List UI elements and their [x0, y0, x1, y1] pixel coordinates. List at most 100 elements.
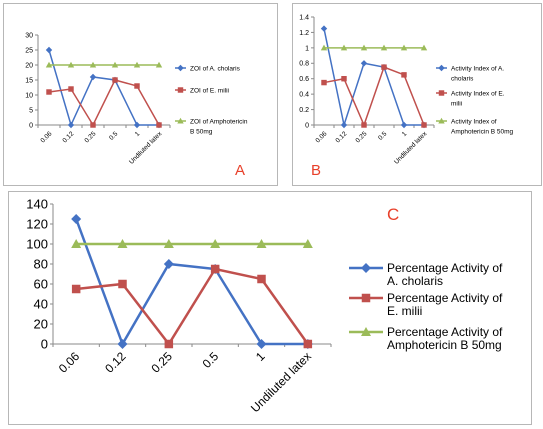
chart-c-data-point: [117, 339, 128, 349]
chart-b-legend-label-1: Activity Index of E. milii: [451, 90, 505, 107]
chart-b-data-point: [320, 25, 328, 32]
chart-c-data-point: [117, 239, 128, 248]
chart-a-data-point: [156, 122, 162, 128]
chart-b-data-point: [320, 44, 328, 51]
chart-b-ytick-label: 0: [305, 122, 309, 129]
chart-c-legend-marker-0: [361, 263, 371, 273]
chart-c-series-line-0: [74, 218, 308, 347]
chart-b-data-point: [381, 64, 387, 70]
chart-b-data-point: [380, 44, 388, 51]
chart-panel-c: 0 20 40 60 80 100 120 140 0.06 0.12 0.25 0.5 1 Undilu…: [8, 191, 532, 425]
chart-b-data-point: [340, 44, 348, 51]
chart-a-ytick-label: 20: [25, 62, 33, 69]
chart-c-ytick-label: 20: [34, 317, 48, 332]
chart-a-data-point: [112, 77, 118, 83]
chart-b-legend-marker-0: [438, 64, 445, 72]
chart-a-series-line-0: [48, 49, 159, 128]
chart-c-data-point: [256, 339, 267, 349]
chart-a-xtick-label: 1: [134, 130, 142, 138]
chart-b-svg: 00.20.40.60.811.21.40.06 0.12 0.25 0.5 1Undi…: [299, 14, 514, 166]
panel-letter-a: A: [235, 162, 246, 179]
chart-a-data-point: [134, 83, 140, 89]
panel-letter-c: C: [387, 205, 400, 224]
chart-a-data-point: [89, 73, 97, 81]
chart-a-ytick-label: 30: [25, 32, 33, 39]
chart-a-series-line-1: [48, 79, 160, 127]
chart-c-series-line-1: [76, 267, 309, 347]
chart-a-legend-label-0: ZOI of A. cholaris: [190, 65, 241, 72]
chart-a-data-point: [133, 121, 141, 129]
chart-b-xtick-label: 0.25: [355, 130, 369, 144]
chart-b-data-point: [360, 60, 368, 67]
chart-c-data-point: [256, 239, 267, 248]
chart-b-data-point: [400, 44, 408, 51]
chart-panel-a: 0 5 10 15 20 25 30 0.06 0.12 0.25 0.5 1 Undiluted la…: [3, 3, 278, 186]
chart-c-data-point: [118, 279, 127, 289]
chart-b-xtick-label: 0.12: [335, 130, 349, 144]
chart-c-data-point: [303, 339, 313, 349]
chart-c-legend-marker-2: [361, 327, 371, 336]
chart-a-legend-label-1: ZOI of E. milii: [190, 87, 229, 94]
chart-b-data-point: [361, 122, 367, 128]
chart-b-legend-label-0: Activity Index of A. cholaris: [451, 65, 504, 82]
chart-b-xtick-label: 0.06: [315, 130, 329, 144]
panel-letter-b: B: [311, 162, 322, 179]
chart-a-xtick-label: 0.12: [62, 130, 76, 144]
chart-b-legend-marker-2: [438, 117, 445, 124]
chart-a-data-point: [46, 89, 52, 95]
chart-c-ytick-label: 100: [26, 237, 48, 252]
chart-c-data-point: [257, 274, 266, 284]
chart-c-xtick-label: 0.12: [102, 349, 129, 376]
chart-c-data-point: [210, 264, 220, 274]
chart-b-legend-marker-1: [438, 90, 445, 96]
chart-a-ytick-label: 5: [29, 107, 33, 114]
chart-a-data-point: [90, 122, 96, 128]
chart-c-legend-marker-1: [361, 293, 371, 303]
chart-b-ytick-label: 0.2: [299, 107, 309, 114]
chart-a-data-point: [45, 46, 53, 54]
chart-c-ytick-label: 0: [41, 337, 48, 352]
chart-a-data-point: [111, 61, 119, 68]
chart-c-ytick-label: 80: [34, 257, 48, 272]
chart-a-data-point: [67, 121, 75, 129]
chart-c-legend-label-0: Percentage Activity of A. cholaris: [387, 261, 503, 288]
chart-b-data-point: [400, 121, 408, 129]
chart-b-series-line-1: [323, 66, 425, 128]
chart-b-ytick-label: 1.4: [299, 14, 309, 21]
chart-b-xtick-label: Undiluted latex: [393, 130, 429, 166]
chart-a-legend-label-2: ZOI of Amphotericin B 50mg: [190, 118, 248, 135]
chart-b-legend-label-2: Activity Index of Amphotericin B 50mg: [451, 118, 514, 135]
chart-b-data-point: [321, 79, 327, 86]
chart-c-legend-label-2: Percentage Activity of Amphotericin B 50m…: [387, 325, 503, 352]
chart-c-data-point: [71, 239, 82, 248]
chart-b-ytick-label: 0.6: [299, 76, 309, 83]
chart-c-data-point: [163, 259, 174, 269]
chart-c-ytick-label: 140: [26, 197, 48, 212]
chart-a-legend-marker-1: [177, 87, 184, 93]
chart-c-data-point: [164, 339, 174, 349]
chart-c-ytick-label: 120: [26, 217, 48, 232]
chart-c-data-point: [302, 239, 313, 248]
chart-a-ytick-label: 0: [29, 122, 33, 129]
chart-c-data-point: [71, 284, 81, 294]
chart-b-data-point: [420, 44, 428, 51]
chart-a-ytick-label: 25: [25, 47, 33, 54]
chart-b-ytick-label: 1: [305, 45, 309, 52]
chart-c-data-point: [71, 214, 82, 224]
chart-b-data-point: [360, 44, 368, 51]
chart-a-xtick-label: 0.5: [108, 130, 120, 142]
chart-b-data-point: [341, 75, 347, 82]
chart-a-data-point: [133, 61, 141, 68]
chart-c-xtick-label: 0.25: [149, 349, 176, 376]
chart-c-xtick-label: 0.06: [56, 349, 83, 376]
chart-c-ytick-label: 40: [34, 297, 48, 312]
chart-b-xtick-label: 0.5: [377, 130, 389, 142]
chart-c-ytick-label: 60: [34, 277, 48, 292]
chart-a-data-point: [68, 86, 74, 92]
chart-panel-b: 0 0.2 0.4 0.6 0.8 1 1.2 1.4 0.06 0.12 0.25 0.5 1 Undi…: [292, 3, 542, 186]
chart-c-xtick-label: 1: [253, 349, 268, 364]
chart-c-legend-label-1: Percentage Activity of E. milii: [387, 291, 503, 318]
chart-c-xtick-label: 0.5: [200, 349, 222, 371]
chart-b-ytick-label: 1.2: [299, 30, 309, 37]
